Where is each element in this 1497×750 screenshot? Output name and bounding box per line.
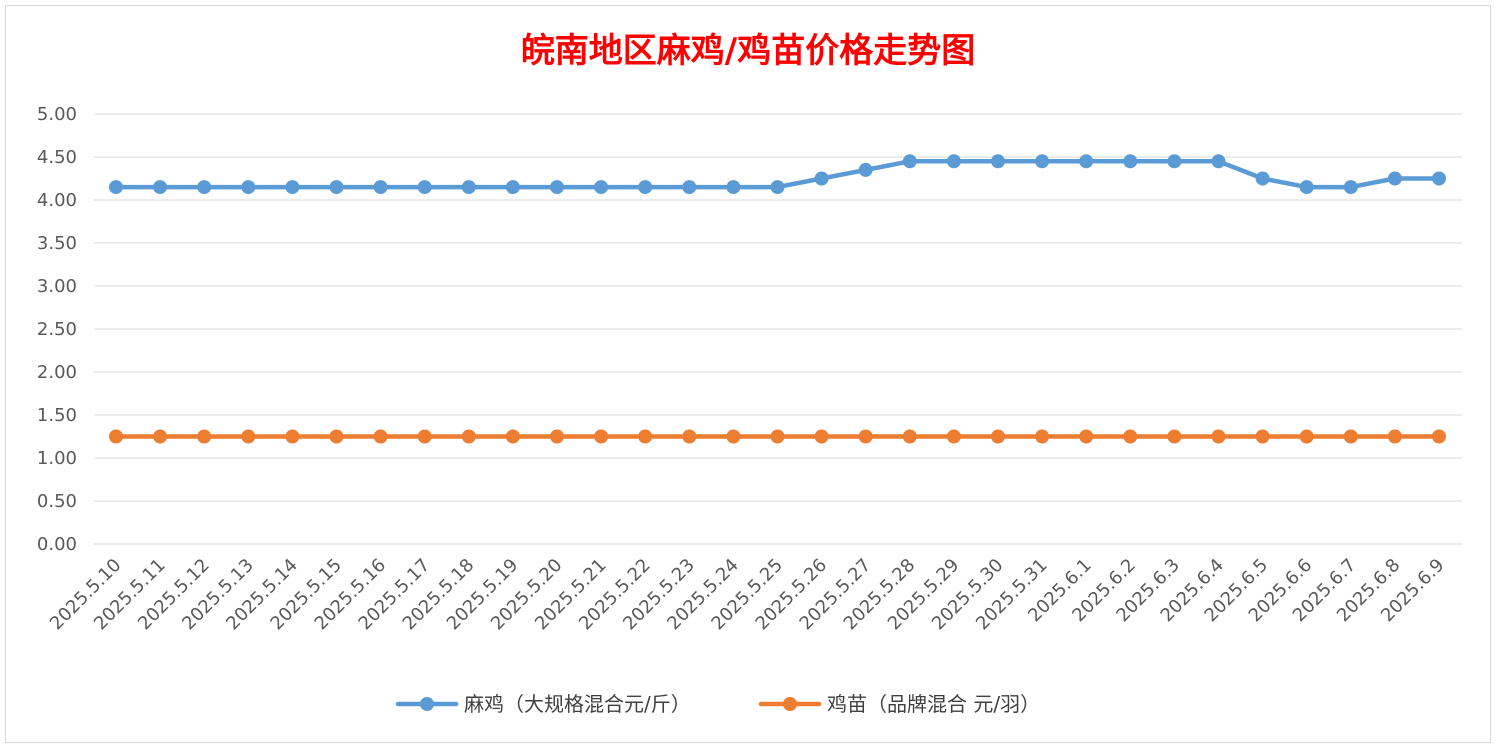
data-point bbox=[1035, 154, 1050, 169]
series-2 bbox=[109, 429, 1446, 444]
legend: 麻鸡（大规格混合元/斤） 鸡苗（品牌混合 元/羽） bbox=[395, 692, 1040, 716]
data-point bbox=[109, 180, 123, 195]
data-point bbox=[726, 429, 741, 444]
y-tick-label: 0.50 bbox=[37, 491, 77, 512]
data-point bbox=[461, 429, 476, 444]
data-point bbox=[197, 180, 212, 195]
y-tick-label: 3.00 bbox=[37, 276, 77, 297]
data-point bbox=[1079, 154, 1094, 169]
data-point bbox=[1299, 429, 1314, 444]
data-point bbox=[1167, 429, 1182, 444]
data-point bbox=[373, 429, 388, 444]
y-tick-label: 0.00 bbox=[37, 534, 77, 555]
data-point bbox=[902, 429, 917, 444]
data-point bbox=[197, 429, 212, 444]
data-point bbox=[1211, 429, 1226, 444]
y-axis-ticks: 0.00 0.50 1.00 1.50 2.00 2.50 3.00 3.50 4.00 4.50… bbox=[37, 104, 77, 555]
legend-item: 麻鸡（大规格混合元/斤） bbox=[395, 692, 691, 716]
series-layer bbox=[109, 154, 1446, 444]
data-point bbox=[153, 180, 168, 195]
data-point bbox=[638, 180, 653, 195]
data-point bbox=[1387, 429, 1402, 444]
data-point bbox=[1123, 154, 1138, 169]
data-point bbox=[991, 429, 1005, 444]
y-tick-label: 5.00 bbox=[37, 104, 77, 125]
data-point bbox=[991, 154, 1005, 169]
data-point bbox=[329, 429, 344, 444]
data-point bbox=[1387, 171, 1402, 186]
data-point bbox=[770, 429, 785, 444]
legend-item: 鸡苗（品牌混合 元/羽） bbox=[758, 692, 1040, 716]
y-tick-label: 3.50 bbox=[37, 233, 77, 254]
data-point bbox=[241, 180, 256, 195]
data-point bbox=[550, 429, 564, 444]
data-point bbox=[505, 180, 520, 195]
data-point bbox=[241, 429, 256, 444]
y-tick-label: 2.00 bbox=[37, 362, 77, 383]
y-tick-label: 4.50 bbox=[37, 147, 77, 168]
data-point bbox=[726, 180, 741, 195]
data-point bbox=[417, 429, 432, 444]
chart-title: 皖南地区麻鸡/鸡苗价格走势图 bbox=[521, 31, 975, 71]
data-point bbox=[1035, 429, 1050, 444]
data-point bbox=[682, 429, 697, 444]
y-tick-label: 1.50 bbox=[37, 405, 77, 426]
x-axis-ticks: 2025.5.102025.5.112025.5.122025.5.132025… bbox=[46, 555, 1449, 635]
data-point bbox=[461, 180, 476, 195]
data-point bbox=[1432, 171, 1446, 186]
data-point bbox=[638, 429, 653, 444]
data-point bbox=[946, 429, 961, 444]
data-point bbox=[1167, 154, 1182, 169]
y-tick-label: 4.00 bbox=[37, 190, 77, 211]
data-point bbox=[1343, 180, 1358, 195]
y-tick-label: 2.50 bbox=[37, 319, 77, 340]
y-tick-label: 1.00 bbox=[37, 448, 77, 469]
gridlines bbox=[94, 113, 1462, 545]
data-point bbox=[1255, 171, 1270, 186]
data-point bbox=[1343, 429, 1358, 444]
data-point bbox=[1255, 429, 1270, 444]
data-point bbox=[902, 154, 917, 169]
series-1 bbox=[109, 154, 1446, 195]
data-point bbox=[858, 162, 873, 177]
data-point bbox=[1079, 429, 1094, 444]
legend-marker bbox=[420, 697, 434, 711]
data-point bbox=[1211, 154, 1226, 169]
data-point bbox=[550, 180, 564, 195]
data-point bbox=[505, 429, 520, 444]
data-point bbox=[417, 180, 432, 195]
data-point bbox=[109, 429, 123, 444]
data-point bbox=[1299, 180, 1314, 195]
data-point bbox=[682, 180, 697, 195]
data-point bbox=[594, 429, 609, 444]
chart-frame bbox=[5, 5, 1491, 743]
data-point bbox=[329, 180, 344, 195]
legend-label: 鸡苗（品牌混合 元/羽） bbox=[827, 692, 1040, 716]
data-point bbox=[1123, 429, 1138, 444]
data-point bbox=[858, 429, 873, 444]
data-point bbox=[153, 429, 168, 444]
legend-marker bbox=[783, 697, 797, 711]
data-point bbox=[373, 180, 388, 195]
data-point bbox=[814, 429, 829, 444]
data-point bbox=[946, 154, 961, 169]
legend-label: 麻鸡（大规格混合元/斤） bbox=[464, 692, 691, 716]
data-point bbox=[814, 171, 829, 186]
data-point bbox=[285, 180, 300, 195]
data-point bbox=[770, 180, 785, 195]
data-point bbox=[594, 180, 609, 195]
data-point bbox=[285, 429, 300, 444]
data-point bbox=[1432, 429, 1446, 444]
